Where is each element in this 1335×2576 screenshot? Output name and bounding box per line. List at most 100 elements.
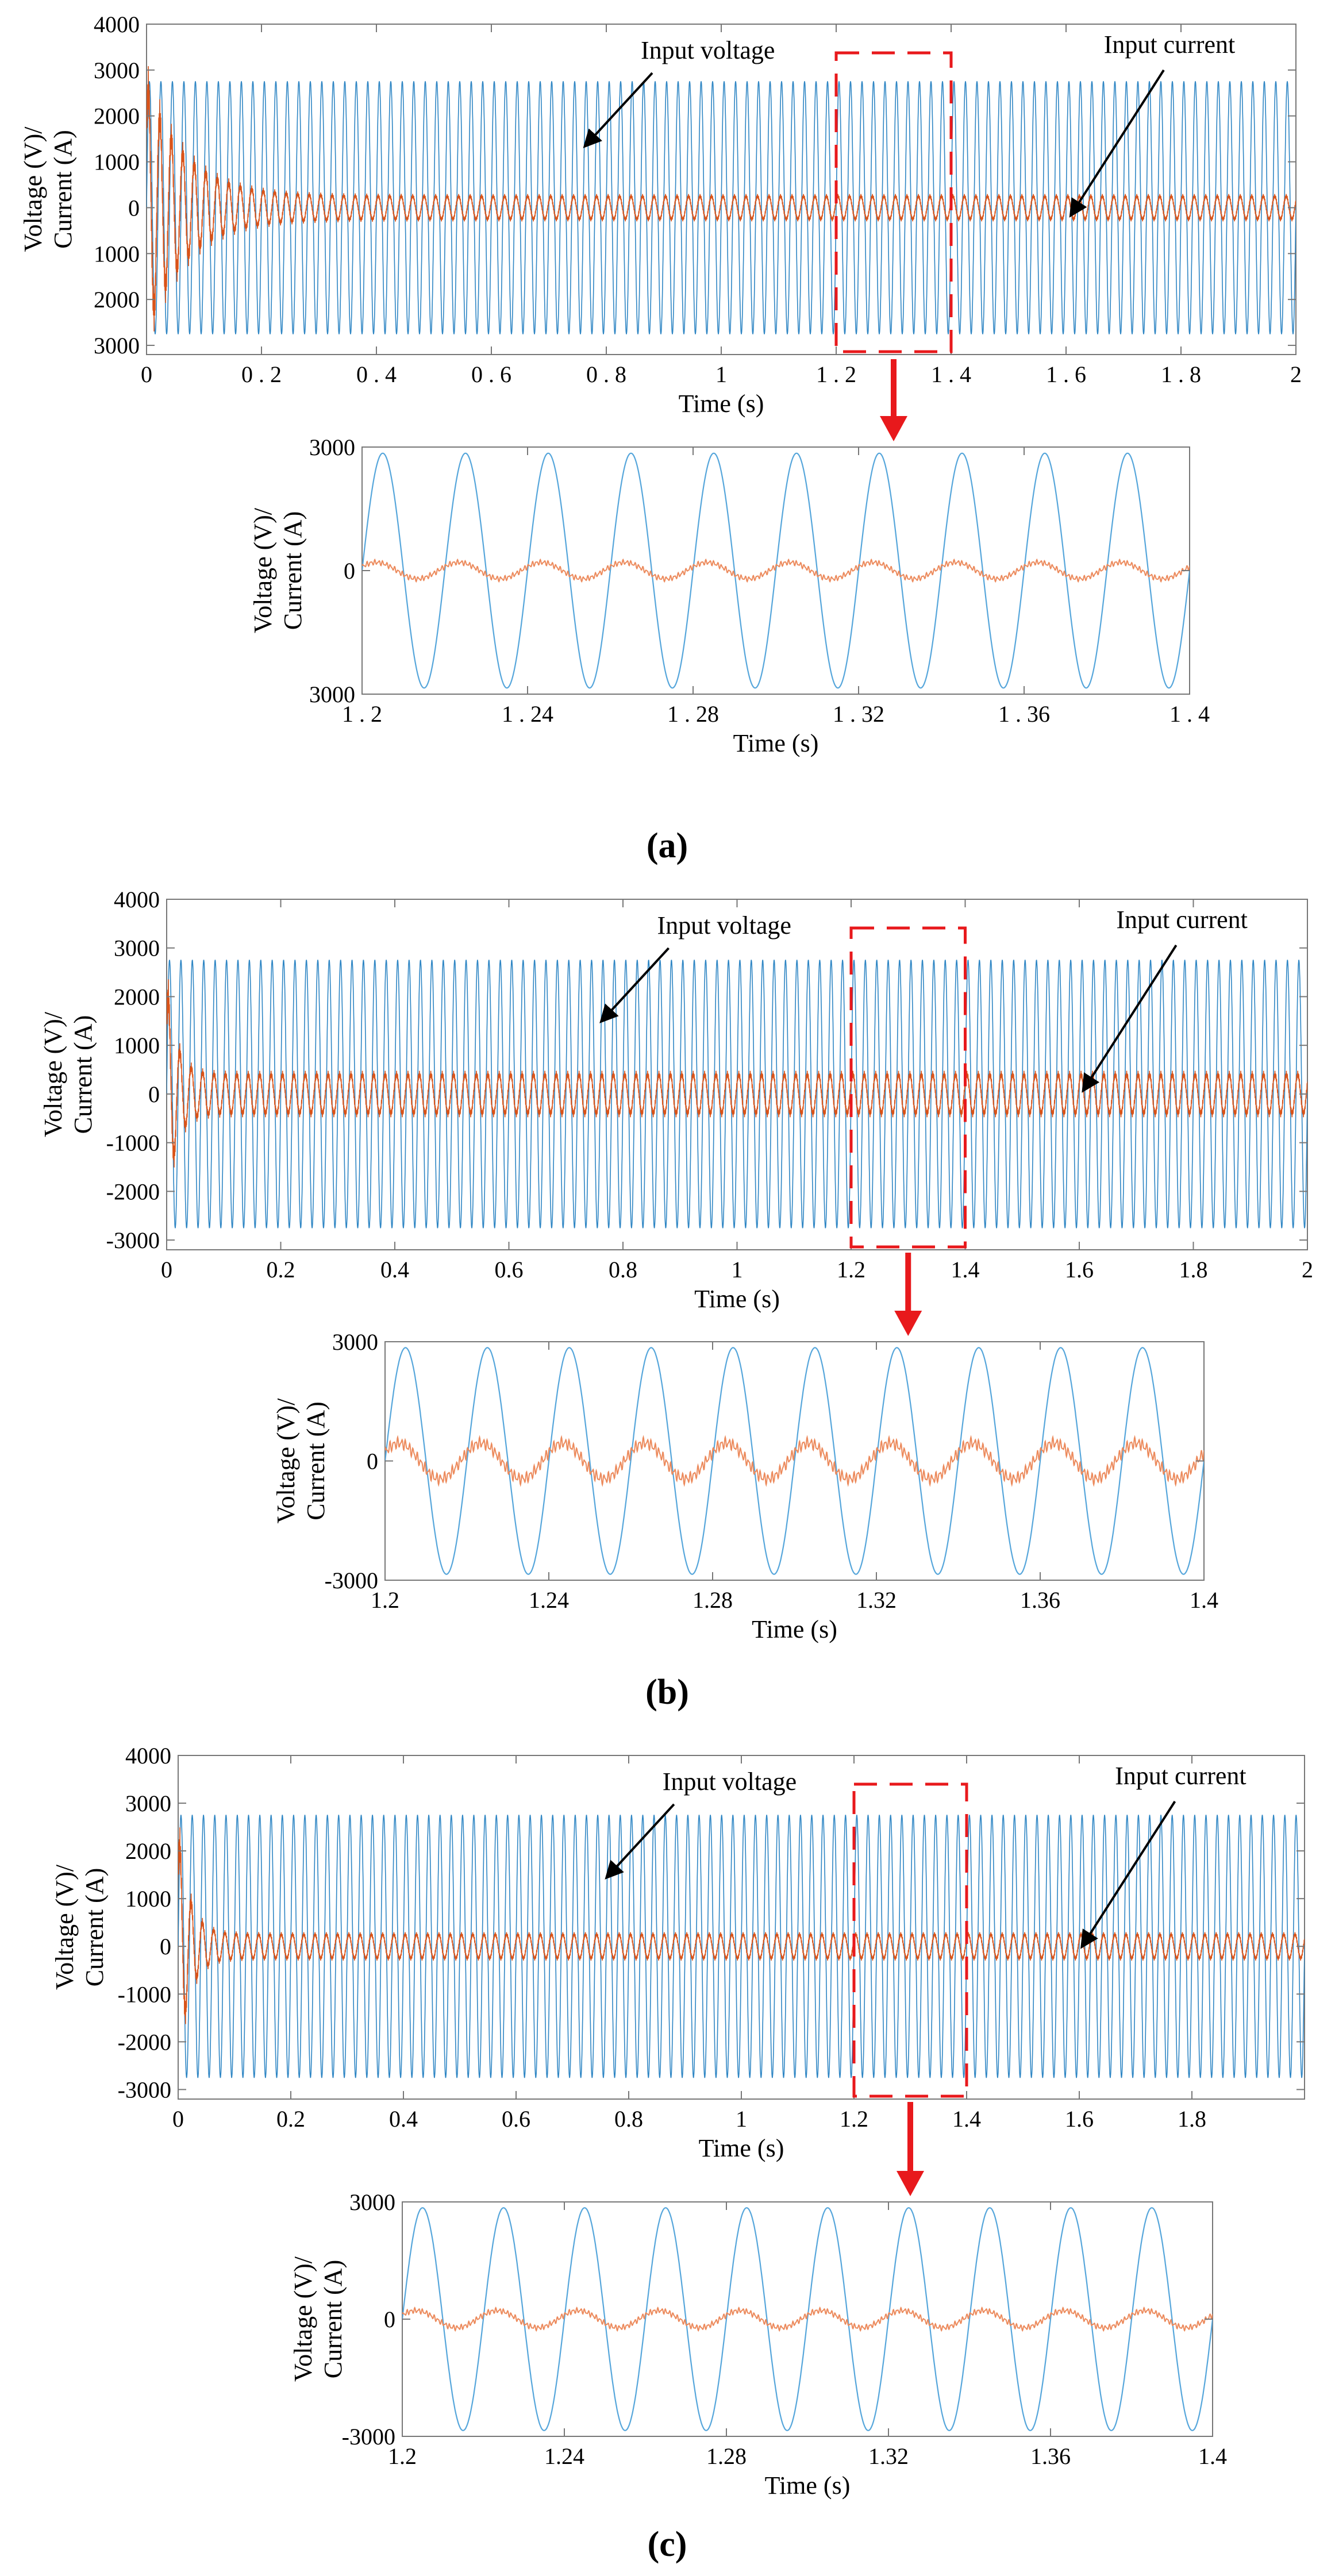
x-axis-label: Time (s) <box>733 729 819 757</box>
series-input-voltage <box>167 960 1307 1229</box>
x-tick-label: 1.4 <box>951 1257 980 1283</box>
zoom-arrow-head <box>897 2171 924 2196</box>
x-axis-label: Time (s) <box>694 1285 780 1313</box>
panel-caption: (a) <box>647 826 688 865</box>
y-tick-label: 3000 <box>94 57 140 83</box>
y-axis-label-line: Current (A) <box>80 1868 109 1987</box>
x-tick-label: 1.24 <box>544 2443 584 2469</box>
x-tick-label: 0.6 <box>495 1257 524 1283</box>
y-tick-label: 0 <box>148 1081 160 1107</box>
x-tick-label: 1 <box>715 361 727 387</box>
figure-panels: 0 0 . 2 0 . 4 0 . 6 0 . 8 1 1 . 2 1 . 4 1 . 6 1 .… <box>19 11 1313 2564</box>
y-tick-label: 1000 <box>94 149 140 175</box>
y-axis-label-line: Current (A) <box>279 511 307 630</box>
y-tick-label: 3000 <box>125 1791 171 1816</box>
y-axis-label-line: Current (A) <box>302 1401 330 1520</box>
y-tick-label: 3000 <box>114 935 160 961</box>
series-input-current <box>167 979 1307 1168</box>
zoom-window-box <box>852 1782 968 2098</box>
y-axis-label-line: Voltage (V)/ <box>272 1398 300 1524</box>
annotation-input-voltage: Input voltage <box>657 911 791 939</box>
y-tick-label: 3000 <box>349 2189 395 2215</box>
y-tick-label: 0 <box>367 1449 378 1474</box>
x-tick-label: 1 <box>732 1257 743 1283</box>
x-tick-label: 1 . 28 <box>667 701 719 727</box>
x-tick-label: 1 . 24 <box>502 701 553 727</box>
x-tick-label: 0.2 <box>276 2106 305 2132</box>
x-tick-label: 1.32 <box>856 1587 897 1613</box>
y-tick-label: -2000 <box>106 1179 160 1204</box>
y-tick-label: 0 <box>344 558 355 584</box>
x-tick-label: 1.2 <box>388 2443 417 2469</box>
x-tick-label: 0.8 <box>609 1257 637 1283</box>
annotation-arrow-voltage <box>583 72 653 148</box>
y-axis-label: Voltage (V)/Current (A) <box>272 1398 330 1524</box>
x-tick-label: 0.4 <box>389 2106 418 2132</box>
panel-caption: (c) <box>648 2525 687 2564</box>
zoom-window-box <box>849 926 967 1249</box>
y-tick-label: 3000 <box>309 434 355 460</box>
annotation-arrow-voltage <box>605 1803 675 1880</box>
y-tick-label: -1000 <box>118 1981 171 2007</box>
x-tick-label: 1.4 <box>952 2106 981 2132</box>
x-tick-label: 0 <box>141 361 152 387</box>
x-tick-label: 1.8 <box>1179 1257 1208 1283</box>
y-axis-label-line: Voltage (V)/ <box>249 507 277 633</box>
y-axis-label: Voltage (V)/Current (A) <box>51 1864 109 1990</box>
series-input-current <box>178 1827 1305 2024</box>
series-input-voltage <box>147 81 1296 334</box>
zoom-arrow-head <box>894 1311 922 1336</box>
y-tick-label: 3000 <box>309 681 355 707</box>
x-tick-label: 2 <box>1290 361 1302 387</box>
x-tick-label: 1.2 <box>840 2106 868 2132</box>
y-tick-label: 2000 <box>94 287 140 313</box>
y-axis-label-line: Voltage (V)/ <box>19 126 47 252</box>
x-tick-label: 1.2 <box>371 1587 399 1613</box>
y-tick-label: 3000 <box>332 1329 378 1355</box>
y-tick-label: 0 <box>160 1934 171 1959</box>
y-tick-label: -3000 <box>106 1227 160 1253</box>
annotation-arrow-current <box>1069 69 1165 218</box>
series-input-current <box>402 2306 1213 2332</box>
series-input-current <box>147 66 1296 332</box>
y-tick-label: 0 <box>384 2307 395 2332</box>
x-tick-label: 0 <box>161 1257 172 1283</box>
x-tick-label: 1.4 <box>1198 2443 1227 2469</box>
y-axis-label-line: Voltage (V)/ <box>39 1011 67 1137</box>
x-tick-label: 0.4 <box>380 1257 409 1283</box>
x-tick-label: 1.24 <box>529 1587 569 1613</box>
y-axis-label: Voltage (V)/Current (A) <box>249 507 307 633</box>
y-axis-label-line: Voltage (V)/ <box>289 2256 317 2382</box>
y-axis-label-line: Current (A) <box>49 130 77 249</box>
x-tick-label: 0 . 2 <box>241 361 282 387</box>
x-tick-label: 0.6 <box>502 2106 530 2132</box>
zoom-plot-2: 1.2 1.24 1.28 1.32 1.36 1.4 3000 0 -3000 Time (s)… <box>289 2189 1227 2500</box>
x-axis-label: Time (s) <box>699 2134 784 2162</box>
x-tick-label: 0 . 8 <box>586 361 626 387</box>
y-axis-label: Voltage (V)/Current (A) <box>19 126 77 252</box>
x-tick-label: 1 . 2 <box>816 361 856 387</box>
x-tick-label: 1 . 8 <box>1161 361 1201 387</box>
annotation-arrow-current <box>1082 944 1178 1093</box>
zoom-window-box <box>834 51 953 353</box>
x-tick-label: 0 . 6 <box>471 361 511 387</box>
y-tick-label: -3000 <box>118 2077 171 2103</box>
y-tick-label: -2000 <box>118 2029 171 2055</box>
series-input-voltage <box>362 452 1190 689</box>
x-tick-label: 1 <box>736 2106 747 2132</box>
annotation-arrow-voltage <box>599 947 670 1023</box>
x-tick-label: 1.6 <box>1065 1257 1094 1283</box>
y-axis-label-line: Voltage (V)/ <box>51 1864 79 1990</box>
y-tick-label: 4000 <box>114 887 160 912</box>
annotation-arrow-current <box>1080 1800 1176 1949</box>
x-axis-label: Time (s) <box>679 390 764 418</box>
panel-caption: (b) <box>645 1673 689 1712</box>
zoom-plot-0: 1 . 2 1 . 24 1 . 28 1 . 32 1 . 36 1 . 4 3000 0 3… <box>249 434 1210 757</box>
y-axis-label-line: Current (A) <box>319 2260 347 2379</box>
x-tick-label: 2 <box>1302 1257 1313 1283</box>
x-tick-label: 1 . 2 <box>342 701 382 727</box>
x-tick-label: 1 . 6 <box>1046 361 1086 387</box>
y-tick-label: 1000 <box>114 1033 160 1058</box>
main-plot-0: 0 0 . 2 0 . 4 0 . 6 0 . 8 1 1 . 2 1 . 4 1 . 6 1 .… <box>19 11 1302 418</box>
